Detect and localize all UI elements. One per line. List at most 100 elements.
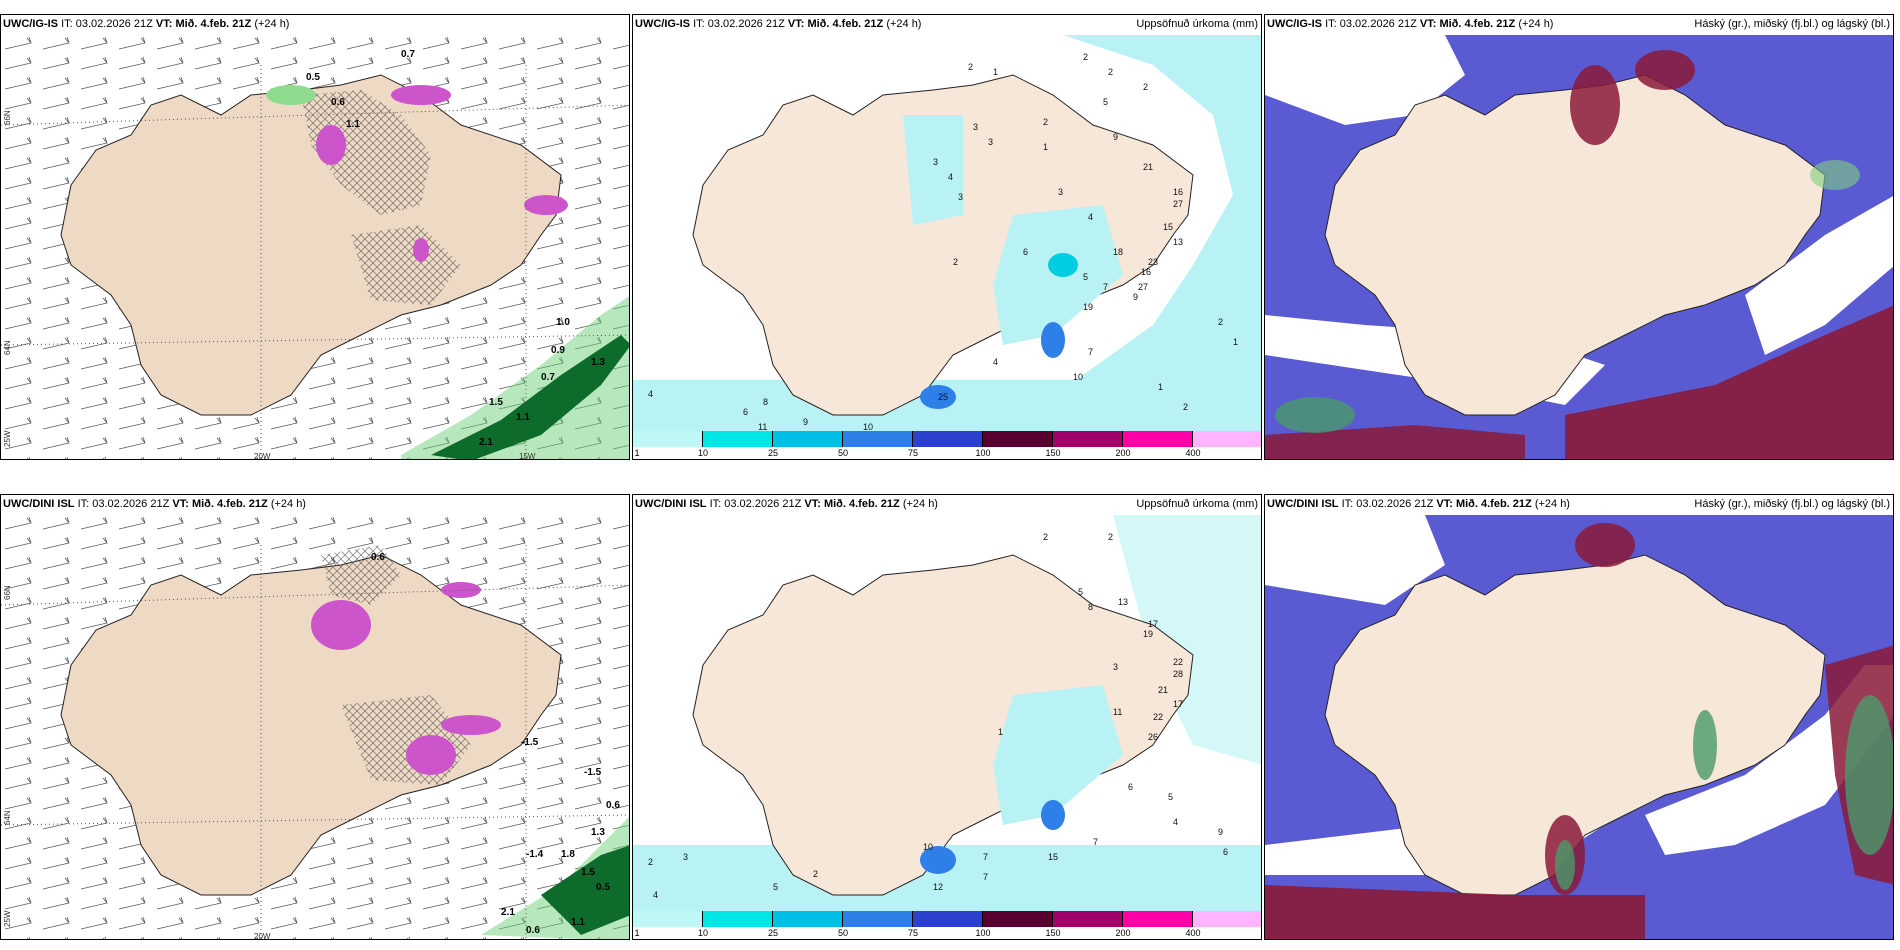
lat-label: 64N [3, 340, 12, 355]
colorbar-swatch [843, 911, 913, 927]
precip-value: 7 [1103, 282, 1108, 292]
colorbar-swatch [1053, 431, 1123, 447]
precip-value: 10 [863, 422, 873, 432]
precip-value: 2 [1043, 532, 1048, 542]
precip-value: 1 [1158, 382, 1163, 392]
cloud-map [1265, 515, 1893, 939]
wind-label: 1.3 [591, 357, 605, 368]
precip-value: 7 [1093, 837, 1098, 847]
precip-value: 3 [973, 122, 978, 132]
wind-label: 0.7 [541, 372, 555, 383]
iceland-land [60, 554, 562, 896]
precip-value: 2 [813, 869, 818, 879]
precip-value: 21 [1158, 685, 1168, 695]
panel-bot-mid: UWC/DINI ISL IT: 03.02.2026 21Z VT: Mið.… [632, 494, 1262, 940]
iceland-land [1324, 74, 1826, 416]
precip-value: 13 [1118, 597, 1128, 607]
lon-label: 20W [254, 452, 271, 460]
precip-value: 6 [1223, 847, 1228, 857]
wind-label: 0.6 [331, 97, 345, 108]
precip-value: 2 [1183, 402, 1188, 412]
panel-right-title: Uppsöfnuð úrkoma (mm) [1136, 18, 1258, 30]
wind-label: 2.1 [501, 907, 515, 918]
precip-value: 5 [773, 882, 778, 892]
precip-value: 6 [743, 407, 748, 417]
precip-map: 2 1 2 3 3 5 2 4 3 3 2 2 1 3 4 9 21 16 27… [633, 35, 1261, 433]
precip-value: 9 [1218, 827, 1223, 837]
precip-value: 11 [1113, 707, 1122, 717]
panel-right-title: Háský (gr.), miðský (fj.bl.) og lágský (… [1694, 498, 1890, 510]
precip-value: 2 [1043, 117, 1048, 127]
colorbar: 1 10 25 50 75 100 150 200 400 [633, 911, 1261, 939]
precip-value: 2 [1108, 67, 1113, 77]
wind-label: 0.5 [306, 72, 320, 83]
wind-label: -1.4 [526, 849, 544, 860]
precip-value: 16 [1173, 187, 1183, 197]
wind-label: 1.5 [489, 397, 503, 408]
colorbar-label: 25 [767, 928, 778, 938]
precip-value: 5 [1168, 792, 1173, 802]
precip-value: 15 [1048, 852, 1058, 862]
colorbar-label: 25 [767, 448, 778, 458]
cloud-map [1265, 35, 1893, 459]
colorbar-swatch [913, 431, 983, 447]
precip-value: 6 [1023, 247, 1028, 257]
precip-value: 13 [1173, 237, 1183, 247]
precip-value: 25 [938, 392, 948, 402]
lat-label: 25W [3, 910, 12, 927]
precip-value: 23 [1148, 257, 1158, 267]
precip-value: 7 [1088, 347, 1093, 357]
wind-label: -1.5 [584, 767, 602, 778]
precip-value: 4 [1088, 212, 1093, 222]
iceland-land [692, 554, 1194, 896]
precip-value: 3 [683, 852, 688, 862]
panel-bot-left: UWC/DINI ISL IT: 03.02.2026 21Z VT: Mið.… [0, 494, 630, 940]
precip-value: 2 [953, 257, 958, 267]
wind-map: 0.6 -1.5 -1.5 0.6 1.3 -1.4 1.8 1.5 0.5 2… [1, 515, 629, 939]
wind-label: 0.6 [526, 925, 540, 936]
precip-value: 3 [988, 137, 993, 147]
precip-value: 4 [1173, 817, 1178, 827]
precip-value: 9 [1113, 132, 1118, 142]
precip-value: 4 [948, 172, 953, 182]
colorbar-swatch [1193, 431, 1261, 447]
precip-value: 21 [1143, 162, 1153, 172]
precip-value: 2 [1083, 52, 1088, 62]
panel-title: UWC/IG-IS IT: 03.02.2026 21Z VT: Mið. 4.… [1267, 18, 1554, 30]
precip-value: 7 [983, 872, 988, 882]
colorbar-swatch [633, 431, 703, 447]
panel-right-title: Háský (gr.), miðský (fj.bl.) og lágský (… [1694, 18, 1890, 30]
precip-value: 1 [1233, 337, 1238, 347]
precip-value: 3 [958, 192, 963, 202]
precip-value: 5 [1078, 587, 1083, 597]
precip-value: 3 [933, 157, 938, 167]
wind-label: 1.1 [571, 917, 585, 928]
precip-value: 22 [1153, 712, 1163, 722]
precip-value: 9 [1133, 292, 1138, 302]
precip-value: 19 [1143, 629, 1153, 639]
precip-value: 19 [1083, 302, 1093, 312]
wind-label: 0.7 [401, 49, 415, 60]
wind-label: 0.6 [371, 552, 385, 563]
lat-label: 25W [3, 430, 12, 447]
lat-label: 64N [3, 810, 12, 825]
panel-top-right: UWC/IG-IS IT: 03.02.2026 21Z VT: Mið. 4.… [1264, 14, 1894, 460]
panel-title: UWC/DINI ISL IT: 03.02.2026 21Z VT: Mið.… [1267, 498, 1570, 510]
precip-value: 2 [1143, 82, 1148, 92]
precip-value: 27 [1173, 199, 1183, 209]
colorbar-swatch [1123, 911, 1193, 927]
precip-value: 11 [758, 422, 767, 432]
colorbar-label: 50 [837, 448, 849, 458]
colorbar-label: 200 [1115, 448, 1131, 458]
precip-value: 1 [1043, 142, 1048, 152]
precip-value: 5 [1083, 272, 1088, 282]
colorbar-label: 400 [1185, 448, 1201, 458]
wind-label: 0.9 [551, 345, 565, 356]
colorbar-swatch [983, 431, 1053, 447]
colorbar-swatch [703, 911, 773, 927]
precip-value: 1 [998, 727, 1003, 737]
precip-value: 3 [1058, 187, 1063, 197]
wind-label: 2.1 [479, 437, 493, 448]
colorbar-label: 150 [1045, 928, 1061, 938]
colorbar-swatch [633, 911, 703, 927]
